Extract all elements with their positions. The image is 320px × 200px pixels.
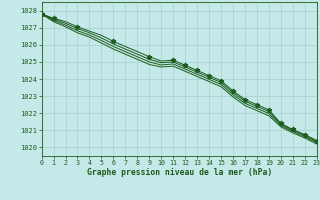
X-axis label: Graphe pression niveau de la mer (hPa): Graphe pression niveau de la mer (hPa) bbox=[87, 168, 272, 177]
